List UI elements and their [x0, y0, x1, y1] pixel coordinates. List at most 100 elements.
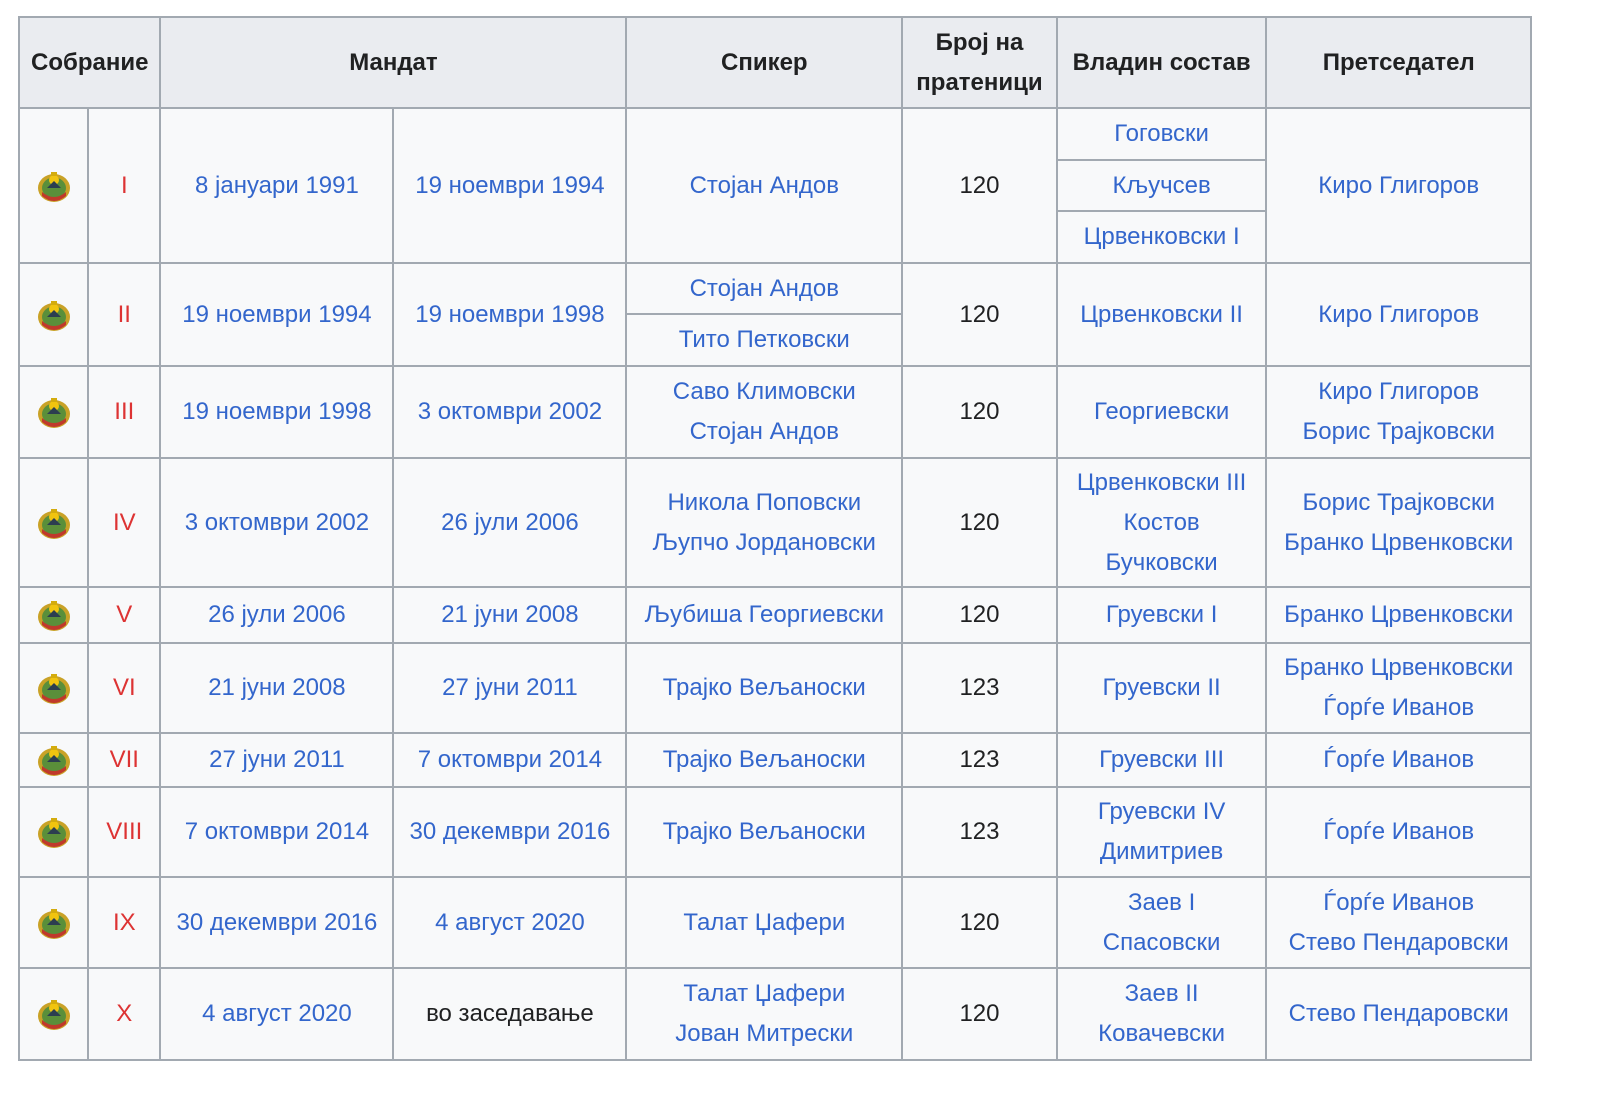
government-link[interactable]: Кључсев	[1055, 159, 1268, 212]
emblem-cell	[17, 457, 90, 588]
government-link[interactable]: Гоговски	[1055, 107, 1268, 161]
assemblies-table: Собрание Мандат Спикер Број на пратеници…	[17, 16, 1532, 1061]
assembly-number: I	[87, 107, 162, 264]
government-link[interactable]: Ковачевски	[1098, 1020, 1226, 1047]
mandate-end-link[interactable]: 19 ноември 1994	[392, 107, 628, 264]
mandate-start-link[interactable]: 4 август 2020	[159, 967, 395, 1061]
mandate-end-link[interactable]: 4 август 2020	[392, 876, 628, 969]
president-link[interactable]: Ѓорѓе Иванов	[1323, 818, 1475, 845]
government-link[interactable]: Георгиевски	[1093, 398, 1230, 425]
assembly-number: VIII	[87, 786, 162, 878]
speaker-link[interactable]: Љубиша Георгиевски	[644, 601, 884, 628]
president-cell: Киро Глигоров Борис Трајковски	[1265, 365, 1532, 459]
speaker-link[interactable]: Никола Поповски	[667, 488, 862, 516]
speaker-link[interactable]: Талат Џафери	[683, 908, 846, 936]
government-link[interactable]: Костов	[1123, 508, 1200, 536]
president-link[interactable]: Бранко Црвенковски	[1284, 601, 1514, 628]
table-row: Тито Петковски	[19, 313, 1531, 367]
emblem-cell	[17, 876, 90, 969]
government-link[interactable]: Заев II	[1124, 980, 1199, 1007]
mandate-start-link[interactable]: 3 октомври 2002	[159, 457, 395, 588]
speaker-link[interactable]: Трајко Вељаноски	[662, 674, 866, 701]
government-link[interactable]: Груевски III	[1099, 746, 1225, 773]
assembly-number: VI	[87, 642, 162, 734]
mandate-start-link[interactable]: 7 октомври 2014	[159, 786, 395, 878]
mandate-end-status: во заседавање	[392, 967, 628, 1061]
speaker-link[interactable]: Стојан Андов	[625, 262, 904, 315]
emblem-icon	[37, 674, 70, 705]
government-link[interactable]: Спасовски	[1102, 928, 1221, 956]
table-row: III 19 ноември 1998 3 октомври 2002 Саво Кл…	[17, 365, 1532, 459]
mandate-end-link[interactable]: 3 октомври 2002	[392, 365, 628, 459]
president-link[interactable]: Бранко Црвенковски	[1284, 654, 1514, 681]
assembly-number: X	[87, 967, 162, 1061]
speaker-link[interactable]: Тито Петковски	[625, 313, 904, 367]
president-link[interactable]: Киро Глигоров	[1318, 300, 1480, 328]
header-mandate: Мандат	[159, 16, 628, 109]
president-cell: Борис Трајковски Бранко Црвенковски	[1265, 457, 1532, 588]
government-link[interactable]: Црвенковски I	[1055, 210, 1268, 264]
mp-count: 120	[901, 967, 1058, 1061]
mandate-end-link[interactable]: 26 јули 2006	[392, 457, 628, 588]
header-president-link[interactable]: Претседател	[1265, 16, 1532, 109]
header-speaker-link[interactable]: Спикер	[625, 16, 904, 109]
speaker-cell: Трајко Вељаноски	[625, 786, 904, 878]
president-link[interactable]: Борис Трајковски	[1302, 488, 1495, 516]
mandate-end-link[interactable]: 21 јуни 2008	[392, 586, 628, 644]
mandate-end-link[interactable]: 7 октомври 2014	[392, 732, 628, 788]
emblem-cell	[17, 967, 90, 1061]
government-link[interactable]: Груевски IV	[1097, 798, 1226, 825]
speaker-link[interactable]: Трајко Вељаноски	[662, 818, 866, 845]
mandate-start-link[interactable]: 19 ноември 1998	[159, 365, 395, 459]
emblem-icon	[37, 908, 70, 939]
speaker-link[interactable]: Саво Климовски	[672, 378, 856, 405]
speaker-link[interactable]: Љупчо Јордановски	[652, 528, 876, 556]
government-link[interactable]: Црвенковски II	[1080, 300, 1243, 328]
government-cell: Црвенковски II	[1055, 262, 1268, 367]
emblem-icon	[37, 171, 70, 202]
government-link[interactable]: Заев I	[1127, 888, 1196, 916]
government-link[interactable]: Груевски I	[1105, 601, 1218, 628]
speaker-link[interactable]: Талат Џафери	[683, 980, 846, 1007]
mandate-end-link[interactable]: 19 ноември 1998	[392, 262, 628, 367]
emblem-cell	[17, 262, 90, 367]
government-cell: Заев I Спасовски	[1055, 876, 1268, 969]
president-cell: Бранко Црвенковски	[1265, 586, 1532, 644]
president-link[interactable]: Ѓорѓе Иванов	[1323, 888, 1475, 916]
government-link[interactable]: Бучковски	[1105, 548, 1218, 576]
president-link[interactable]: Ѓорѓе Иванов	[1323, 746, 1475, 773]
mp-count: 123	[901, 642, 1058, 734]
speaker-link[interactable]: Стојан Андов	[625, 107, 904, 264]
speaker-cell: Саво Климовски Стојан Андов	[625, 365, 904, 459]
president-link[interactable]: Ѓорѓе Иванов	[1323, 694, 1475, 721]
mandate-start-link[interactable]: 8 јануари 1991	[159, 107, 395, 264]
government-link[interactable]: Димитриев	[1099, 838, 1224, 865]
president-cell: Киро Глигоров	[1265, 107, 1532, 264]
mp-count: 120	[901, 586, 1058, 644]
president-link[interactable]: Борис Трајковски	[1302, 418, 1495, 445]
speaker-link[interactable]: Стојан Андов	[689, 418, 839, 445]
president-link[interactable]: Бранко Црвенковски	[1284, 528, 1514, 556]
president-link[interactable]: Киро Глигоров	[1318, 378, 1480, 405]
header-assembly: Собрание	[17, 16, 162, 109]
mp-count: 123	[901, 732, 1058, 788]
table-row: IX 30 декември 2016 4 август 2020 Талат Џаф…	[17, 876, 1532, 969]
president-link[interactable]: Киро Глигоров	[1318, 171, 1480, 199]
president-link[interactable]: Стево Пендаровски	[1288, 928, 1509, 956]
speaker-link[interactable]: Јован Митрески	[675, 1020, 854, 1047]
president-cell: Ѓорѓе Иванов Стево Пендаровски	[1265, 876, 1532, 969]
mandate-end-link[interactable]: 30 декември 2016	[392, 786, 628, 878]
mandate-start-link[interactable]: 21 јуни 2008	[159, 642, 395, 734]
mandate-start-link[interactable]: 19 ноември 1994	[159, 262, 395, 367]
mandate-start-link[interactable]: 30 декември 2016	[159, 876, 395, 969]
government-link[interactable]: Груевски II	[1102, 674, 1221, 701]
mandate-start-link[interactable]: 26 јули 2006	[159, 586, 395, 644]
mandate-start-link[interactable]: 27 јуни 2011	[159, 732, 395, 788]
speaker-link[interactable]: Трајко Вељаноски	[662, 746, 866, 773]
mp-count: 120	[901, 876, 1058, 969]
government-cell: Груевски I	[1055, 586, 1268, 644]
president-link[interactable]: Стево Пендаровски	[1288, 1000, 1509, 1027]
government-link[interactable]: Црвенковски III	[1076, 468, 1247, 496]
mandate-end-link[interactable]: 27 јуни 2011	[392, 642, 628, 734]
